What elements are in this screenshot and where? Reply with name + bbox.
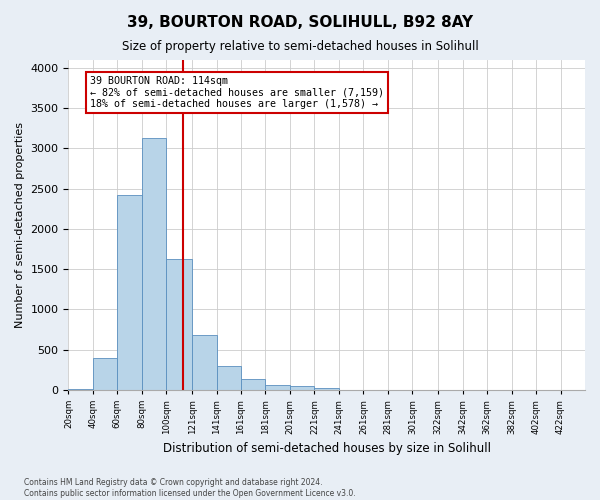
Text: Size of property relative to semi-detached houses in Solihull: Size of property relative to semi-detach… <box>122 40 478 53</box>
Text: 39 BOURTON ROAD: 114sqm
← 82% of semi-detached houses are smaller (7,159)
18% of: 39 BOURTON ROAD: 114sqm ← 82% of semi-de… <box>91 76 385 110</box>
Bar <box>93 358 118 390</box>
Text: 39, BOURTON ROAD, SOLIHULL, B92 8AY: 39, BOURTON ROAD, SOLIHULL, B92 8AY <box>127 15 473 30</box>
Bar <box>241 380 265 390</box>
Bar <box>314 388 339 390</box>
Bar <box>142 138 166 390</box>
Text: Contains HM Land Registry data © Crown copyright and database right 2024.
Contai: Contains HM Land Registry data © Crown c… <box>24 478 356 498</box>
Bar <box>166 258 192 390</box>
X-axis label: Distribution of semi-detached houses by size in Solihull: Distribution of semi-detached houses by … <box>163 442 491 455</box>
Bar <box>68 388 93 390</box>
Bar <box>217 366 241 390</box>
Bar <box>265 385 290 390</box>
Y-axis label: Number of semi-detached properties: Number of semi-detached properties <box>15 122 25 328</box>
Bar <box>192 335 217 390</box>
Bar <box>118 195 142 390</box>
Bar <box>290 386 314 390</box>
